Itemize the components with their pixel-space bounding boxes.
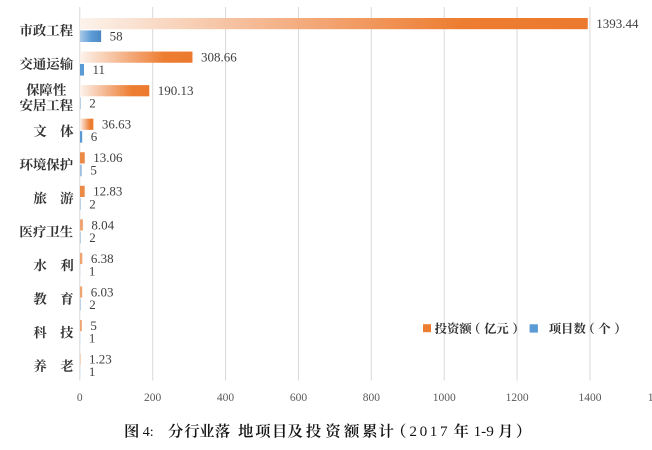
svg-text:12.83: 12.83 — [93, 184, 122, 199]
svg-text:1200: 1200 — [506, 392, 529, 404]
svg-text:1: 1 — [89, 263, 96, 278]
svg-text:6.38: 6.38 — [91, 251, 114, 266]
svg-text:1393.44: 1393.44 — [596, 16, 639, 31]
svg-text:1: 1 — [89, 364, 96, 379]
svg-text:308.66: 308.66 — [201, 49, 237, 64]
svg-text:800: 800 — [363, 392, 381, 404]
svg-text:1600: 1600 — [648, 392, 652, 404]
svg-text:5: 5 — [90, 318, 97, 333]
svg-text:5: 5 — [90, 163, 97, 178]
svg-text:6: 6 — [91, 129, 98, 144]
svg-text:11: 11 — [93, 62, 106, 77]
svg-text:2017: 2017 — [409, 423, 450, 440]
svg-text:1400: 1400 — [578, 392, 601, 404]
svg-text:2: 2 — [89, 196, 96, 211]
svg-text:58: 58 — [110, 29, 123, 44]
svg-text:6.03: 6.03 — [91, 284, 114, 299]
svg-text:4:: 4: — [143, 425, 154, 440]
svg-text:1: 1 — [89, 331, 96, 346]
svg-text:190.13: 190.13 — [158, 83, 194, 98]
svg-text:1000: 1000 — [433, 392, 456, 404]
svg-text:2: 2 — [89, 230, 96, 245]
svg-text:2: 2 — [89, 297, 96, 312]
svg-text:1.23: 1.23 — [89, 352, 112, 367]
svg-text:600: 600 — [290, 392, 308, 404]
svg-text:8.04: 8.04 — [91, 217, 114, 232]
svg-text:36.63: 36.63 — [102, 117, 131, 132]
svg-text:200: 200 — [144, 392, 162, 404]
svg-text:1-9: 1-9 — [474, 423, 494, 440]
svg-text:400: 400 — [217, 392, 235, 404]
svg-text:0: 0 — [77, 392, 83, 404]
svg-text:13.06: 13.06 — [93, 150, 123, 165]
svg-text:2: 2 — [89, 96, 96, 111]
